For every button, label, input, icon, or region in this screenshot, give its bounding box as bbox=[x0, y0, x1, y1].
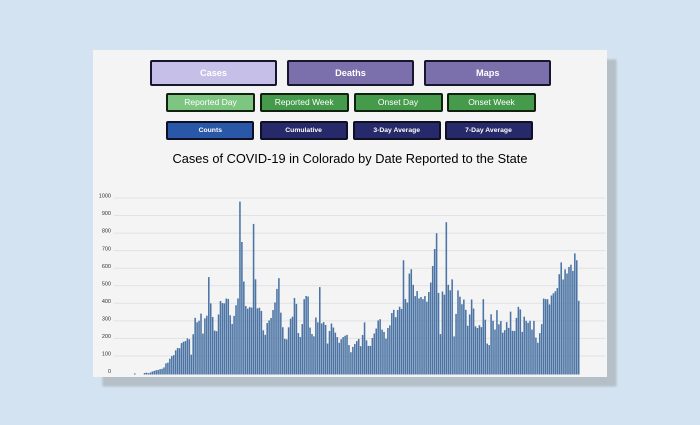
svg-text:900: 900 bbox=[102, 211, 111, 217]
svg-text:0: 0 bbox=[108, 369, 111, 375]
svg-text:400: 400 bbox=[102, 299, 111, 305]
svg-text:200: 200 bbox=[102, 334, 111, 340]
svg-text:700: 700 bbox=[102, 246, 111, 252]
svg-text:600: 600 bbox=[102, 264, 111, 270]
svg-text:100: 100 bbox=[102, 352, 111, 358]
svg-text:300: 300 bbox=[102, 316, 111, 322]
svg-text:500: 500 bbox=[102, 281, 111, 287]
svg-text:1000: 1000 bbox=[99, 194, 111, 200]
svg-text:800: 800 bbox=[102, 229, 111, 235]
